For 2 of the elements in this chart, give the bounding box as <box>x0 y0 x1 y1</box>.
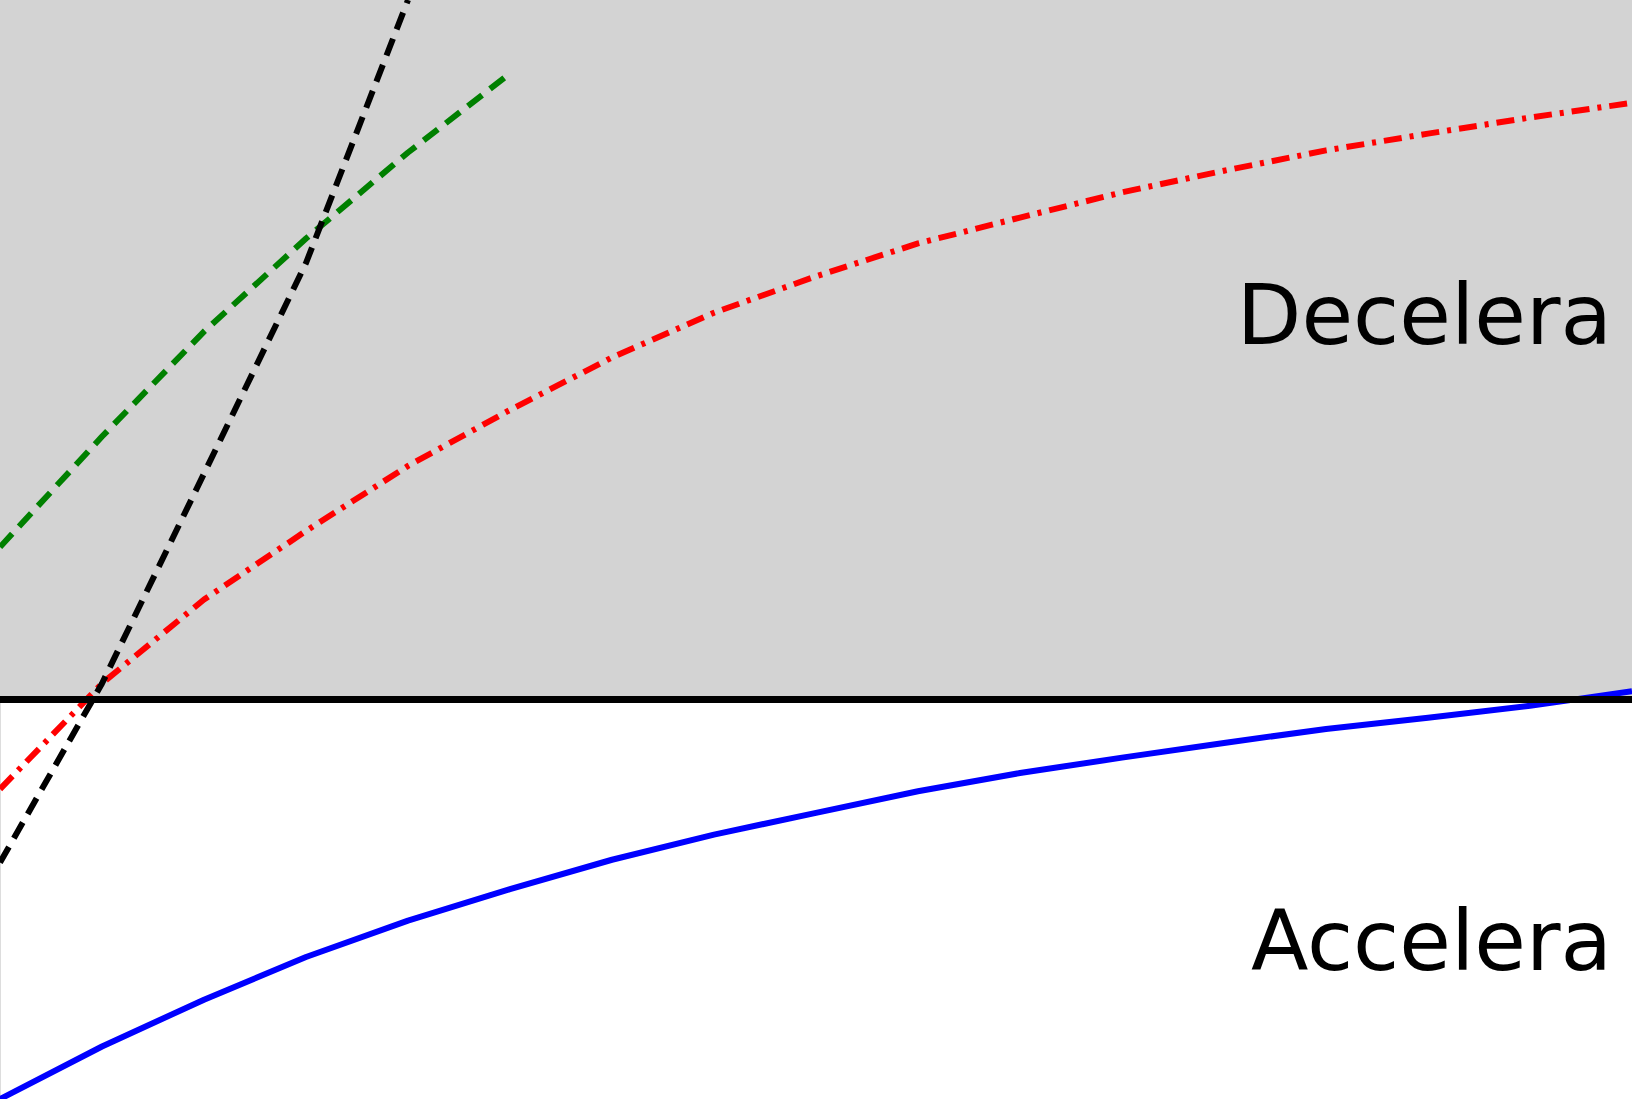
annotation: Accelera <box>1250 892 1612 991</box>
annotation: Decelera <box>1236 265 1612 364</box>
